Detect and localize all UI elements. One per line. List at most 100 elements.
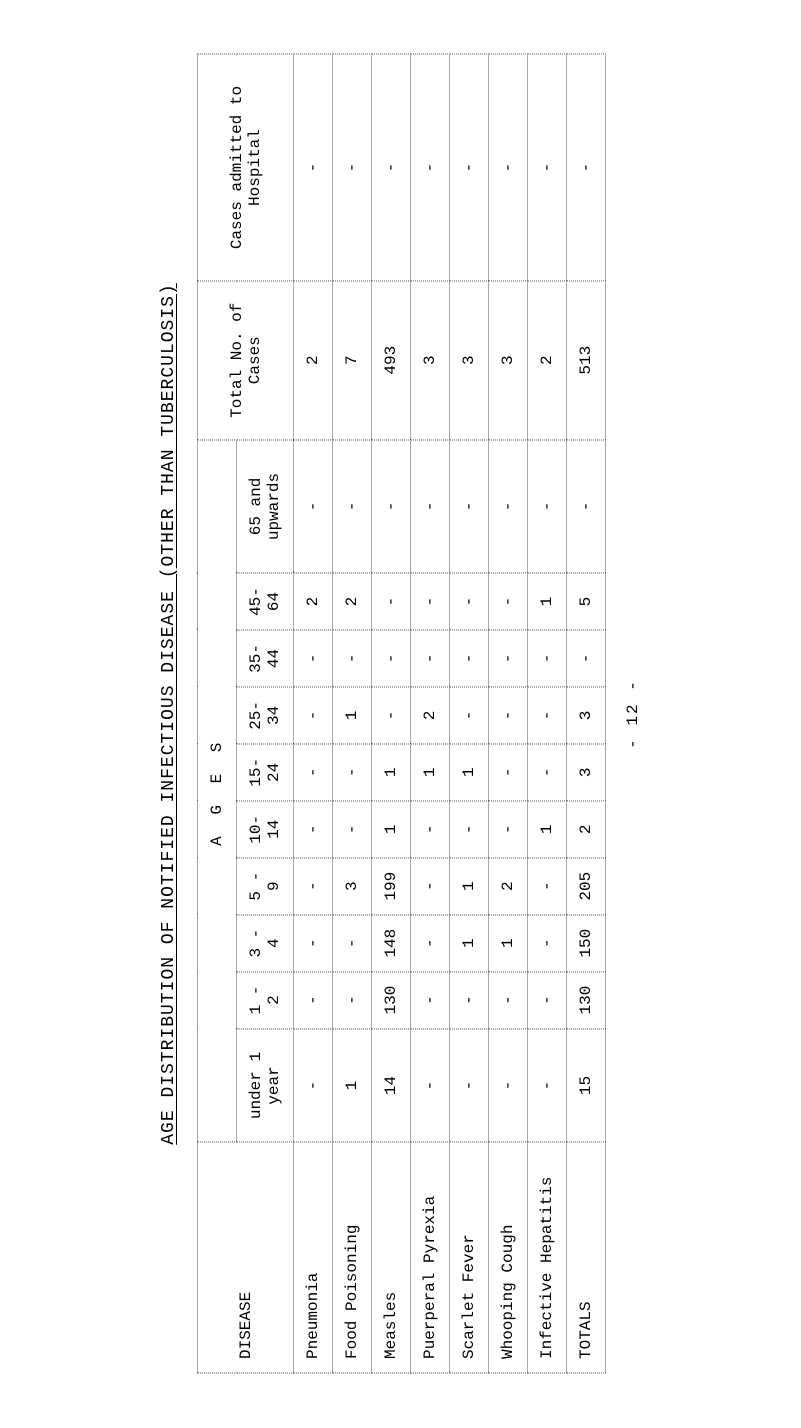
cell: 3 xyxy=(333,858,372,915)
cell: - xyxy=(333,440,372,573)
cell: - xyxy=(333,630,372,687)
col-ages: A G E S xyxy=(198,440,237,1143)
cell: - xyxy=(372,440,411,573)
col-hospital: Cases admitted to Hospital xyxy=(198,55,294,281)
cell: - xyxy=(333,972,372,1029)
cell: - xyxy=(372,630,411,687)
disease-name: Infective Hepatitis xyxy=(528,1143,567,1374)
table-row: Measles1413014819911----493- xyxy=(372,55,411,1374)
cell: - xyxy=(333,915,372,972)
cell: - xyxy=(294,630,333,687)
hosp-cell: - xyxy=(567,55,606,281)
disease-name: Measles xyxy=(372,1143,411,1374)
hosp-cell: - xyxy=(528,55,567,281)
cell: - xyxy=(489,440,528,573)
cell: 1 xyxy=(372,744,411,801)
cell: 2 xyxy=(411,687,450,744)
cell: 3 xyxy=(567,744,606,801)
cell: - xyxy=(450,1029,489,1143)
cell: - xyxy=(489,687,528,744)
cell: - xyxy=(411,440,450,573)
cell: - xyxy=(450,801,489,858)
disease-name: TOTALS xyxy=(567,1143,606,1374)
cell: - xyxy=(528,630,567,687)
cell: - xyxy=(528,972,567,1029)
cell: 2 xyxy=(294,573,333,630)
cell: - xyxy=(489,744,528,801)
total-cell: 513 xyxy=(567,281,606,440)
cell: 1 xyxy=(450,915,489,972)
cell: 1 xyxy=(333,687,372,744)
total-cell: 3 xyxy=(411,281,450,440)
table-row: Pneumonia--------2-2- xyxy=(294,55,333,1374)
page-title: AGE DISTRIBUTION OF NOTIFIED INFECTIOUS … xyxy=(159,283,179,1145)
cell: - xyxy=(489,1029,528,1143)
cell: - xyxy=(411,915,450,972)
cell: 148 xyxy=(372,915,411,972)
total-cell: 3 xyxy=(489,281,528,440)
cell: - xyxy=(450,972,489,1029)
age-col-4: 10-14 xyxy=(237,801,294,858)
age-col-6: 25-34 xyxy=(237,687,294,744)
age-col-0: under 1 year xyxy=(237,1029,294,1143)
cell: 1 xyxy=(528,801,567,858)
cell: - xyxy=(294,744,333,801)
cell: 15 xyxy=(567,1029,606,1143)
cell: 1 xyxy=(411,744,450,801)
table-row: Puerperal Pyrexia-----12---3- xyxy=(411,55,450,1374)
disease-name: Whooping Cough xyxy=(489,1143,528,1374)
cell: - xyxy=(450,440,489,573)
age-col-1: 1 - 2 xyxy=(237,972,294,1029)
table-row: Infective Hepatitis----1---1-2- xyxy=(528,55,567,1374)
table-row: Food Poisoning1--3--1-2-7- xyxy=(333,55,372,1374)
age-col-3: 5 - 9 xyxy=(237,858,294,915)
col-disease: DISEASE xyxy=(198,1143,294,1374)
age-col-8: 45-64 xyxy=(237,573,294,630)
page-number: - 12 - xyxy=(624,54,642,1374)
cell: - xyxy=(411,801,450,858)
cell: 1 xyxy=(333,1029,372,1143)
hosp-cell: - xyxy=(294,55,333,281)
cell: - xyxy=(489,801,528,858)
cell: - xyxy=(528,858,567,915)
cell: - xyxy=(372,687,411,744)
age-col-9: 65 and upwards xyxy=(237,440,294,573)
cell: - xyxy=(294,440,333,573)
cell: - xyxy=(528,687,567,744)
cell: - xyxy=(528,915,567,972)
cell: - xyxy=(489,573,528,630)
cell: 2 xyxy=(333,573,372,630)
cell: - xyxy=(411,858,450,915)
cell: - xyxy=(411,1029,450,1143)
cell: - xyxy=(333,744,372,801)
cell: - xyxy=(528,744,567,801)
total-cell: 3 xyxy=(450,281,489,440)
total-cell: 2 xyxy=(294,281,333,440)
disease-name: Puerperal Pyrexia xyxy=(411,1143,450,1374)
cell: 1 xyxy=(372,801,411,858)
col-total: Total No. of Cases xyxy=(198,281,294,440)
cell: - xyxy=(567,630,606,687)
cell: 199 xyxy=(372,858,411,915)
cell: - xyxy=(294,801,333,858)
cell: - xyxy=(489,630,528,687)
age-col-2: 3 - 4 xyxy=(237,915,294,972)
cell: - xyxy=(567,440,606,573)
total-cell: 2 xyxy=(528,281,567,440)
cell: - xyxy=(411,573,450,630)
totals-row: TOTALS15130150205233-5-513- xyxy=(567,55,606,1374)
cell: - xyxy=(450,573,489,630)
cell: 3 xyxy=(567,687,606,744)
hosp-cell: - xyxy=(372,55,411,281)
disease-table: DISEASE A G E S Total No. of Cases Cases… xyxy=(197,54,606,1374)
cell: 1 xyxy=(450,744,489,801)
cell: - xyxy=(294,1029,333,1143)
hosp-cell: - xyxy=(333,55,372,281)
cell: 14 xyxy=(372,1029,411,1143)
total-cell: 7 xyxy=(333,281,372,440)
cell: 2 xyxy=(567,801,606,858)
cell: - xyxy=(294,858,333,915)
cell: 205 xyxy=(567,858,606,915)
hosp-cell: - xyxy=(411,55,450,281)
hosp-cell: - xyxy=(489,55,528,281)
